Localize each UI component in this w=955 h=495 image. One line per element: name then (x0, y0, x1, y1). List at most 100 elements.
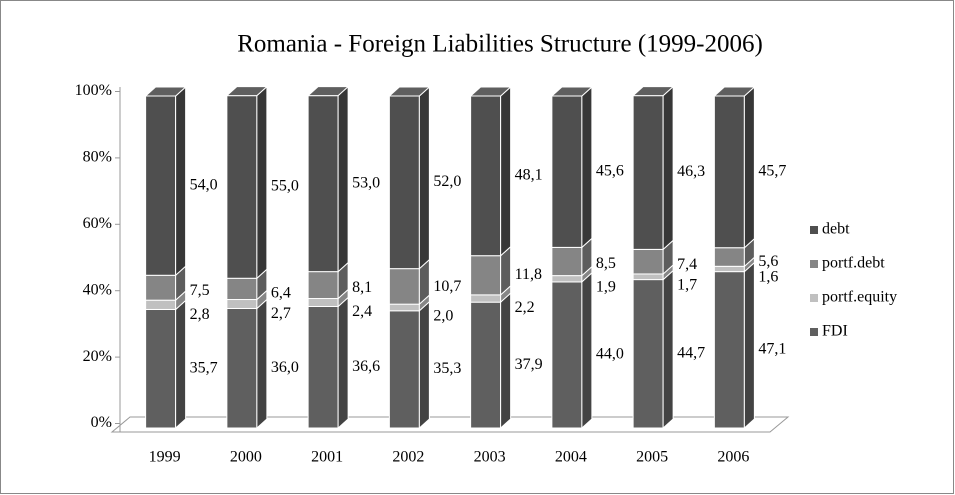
bar-segment (145, 308, 177, 429)
x-tick-label: 2001 (311, 449, 343, 466)
bar-segment (632, 273, 664, 281)
value-label: 2,8 (190, 306, 210, 323)
legend-marker (810, 294, 818, 302)
value-label: 2,0 (433, 307, 453, 324)
value-label: 36,0 (271, 359, 299, 376)
value-label: 2,2 (515, 299, 535, 316)
bar-segment (307, 271, 339, 300)
bar-side (500, 292, 512, 430)
value-label: 1,7 (677, 276, 697, 293)
bar-segment (713, 265, 745, 273)
value-label: 1,9 (596, 279, 616, 296)
value-label: 48,1 (515, 167, 543, 184)
legend-label: FDI (822, 323, 848, 340)
x-tick-label: 2002 (392, 449, 424, 466)
bar-segment (713, 271, 745, 429)
bar-segment (551, 95, 583, 248)
bar-side (500, 85, 512, 257)
bar-segment (551, 246, 583, 277)
value-label: 35,3 (433, 360, 461, 377)
bar-segment (470, 301, 502, 429)
value-label: 45,7 (758, 163, 786, 180)
bar-segment (632, 248, 664, 275)
bar-side (743, 261, 755, 430)
value-label: 36,6 (352, 358, 380, 375)
floor (110, 416, 790, 433)
bar-segment (551, 281, 583, 429)
bar-segment (388, 303, 420, 312)
value-label: 8,5 (596, 255, 616, 272)
x-tick-label: 2005 (636, 449, 668, 466)
value-label: 44,7 (677, 344, 705, 361)
bar-segment (145, 299, 177, 310)
x-tick-label: 2003 (474, 449, 506, 466)
value-label: 7,4 (677, 256, 697, 273)
legend-label: debt (822, 221, 850, 238)
value-label: 10,7 (433, 278, 461, 295)
bar-segment (632, 279, 664, 429)
bar-segment (307, 298, 339, 307)
y-tick-label: 80% (83, 149, 112, 166)
bar-side (256, 85, 268, 280)
bar-side (418, 85, 430, 270)
bar-segment (226, 299, 258, 309)
x-tick-label: 1999 (149, 449, 181, 466)
bar-side (418, 300, 430, 430)
bar-side (662, 85, 674, 251)
value-label: 7,5 (190, 282, 210, 299)
bar-side (175, 299, 187, 430)
y-tick-label: 60% (83, 215, 112, 232)
bar-segment (145, 95, 177, 276)
value-label: 52,0 (433, 173, 461, 190)
bar-segment (470, 255, 502, 296)
value-label: 2,4 (352, 303, 372, 320)
value-label: 2,7 (271, 305, 291, 322)
legend-marker (810, 328, 818, 336)
bar-segment (388, 310, 420, 429)
bar-top (306, 86, 350, 97)
value-label: 37,9 (515, 356, 543, 373)
y-tick-label: 100% (75, 82, 112, 99)
value-label: 11,8 (515, 266, 542, 283)
bar-segment (470, 95, 502, 257)
value-label: 53,0 (352, 174, 380, 191)
value-label: 54,0 (190, 176, 218, 193)
value-label: 6,4 (271, 284, 291, 301)
value-label: 47,1 (758, 340, 786, 357)
value-label: 44,0 (596, 346, 624, 363)
bar-top (469, 86, 512, 97)
bar-segment (307, 95, 339, 273)
bar-top (550, 86, 594, 97)
bar-side (175, 85, 187, 277)
value-label: 35,7 (190, 359, 218, 376)
x-tick-label: 2004 (555, 449, 587, 466)
bar-top (225, 86, 269, 97)
bar-side (662, 269, 674, 430)
legend-marker (810, 226, 818, 234)
value-label: 46,3 (677, 163, 705, 180)
bar-segment (226, 307, 258, 429)
x-tick-label: 2006 (717, 449, 749, 466)
legend-marker (810, 260, 818, 268)
y-tick-label: 20% (83, 348, 112, 365)
bar-segment (226, 95, 258, 279)
bar-side (256, 298, 268, 430)
value-label: 1,6 (758, 268, 778, 285)
bar-top (144, 86, 187, 97)
value-label: 8,1 (352, 279, 372, 296)
bar-side (743, 85, 755, 249)
chart-title: Romania - Foreign Liabilities Structure … (237, 31, 763, 58)
value-label: 55,0 (271, 178, 299, 195)
bar-segment (713, 95, 745, 249)
bar-side (337, 85, 349, 273)
bar-segment (226, 277, 258, 301)
bar-segment (388, 95, 420, 270)
bar-side (581, 85, 593, 249)
bar-segment (388, 268, 420, 305)
bar-segment (713, 247, 745, 267)
bar-segment (551, 275, 583, 283)
bar-segment (470, 294, 502, 303)
value-label: 5,6 (758, 253, 778, 270)
bar-top (388, 86, 431, 97)
